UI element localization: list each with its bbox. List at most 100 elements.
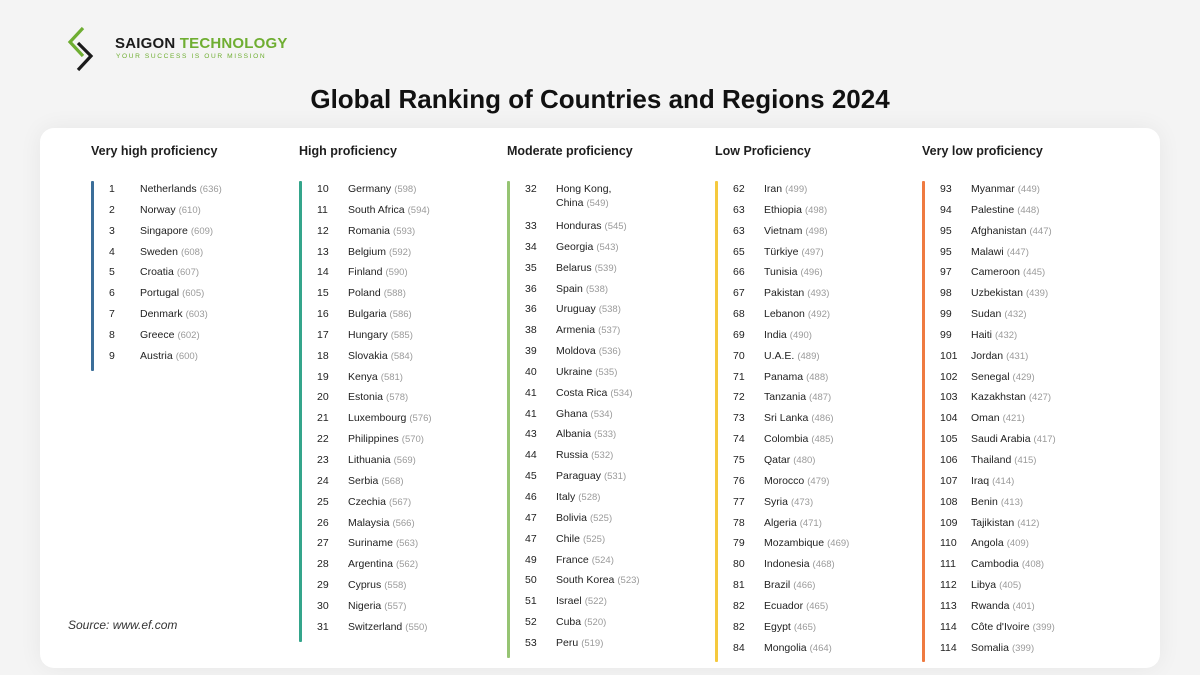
country-name: Belarus [556,261,592,274]
country-name: Syria [764,495,788,508]
ranking-row: 25 Czechia (567) [317,495,499,516]
rank-number: 5 [109,266,115,279]
proficiency-score: (538) [585,283,609,295]
rank-number: 98 [940,287,952,300]
country-name: Cambodia [971,558,1019,571]
country-name: Angola [971,537,1004,550]
proficiency-score: (399) [1011,642,1035,654]
country-name: Mongolia [764,641,807,654]
country-name: Kazakhstan [971,391,1026,404]
proficiency-score: (570) [401,434,424,446]
country-entry: Thailand (415) [971,453,1036,468]
rank-number: 3 [109,224,115,237]
proficiency-score: (465) [806,600,829,612]
country-entry: Kazakhstan (427) [971,390,1051,405]
proficiency-score: (447) [1006,246,1029,258]
brand-logo[interactable]: SAIGON TECHNOLOGY YOUR SUCCESS IS OUR MI… [66,26,288,74]
country-entry: Switzerland (550) [348,620,427,635]
country-entry: Portugal (605) [140,286,204,301]
rank-number: 78 [733,516,745,529]
country-entry: Saudi Arabia (417) [971,432,1056,447]
country-name: Panama [764,370,804,383]
ranking-row: 47 Chile (525) [525,532,707,553]
proficiency-score: (493) [807,288,830,300]
proficiency-score: (421) [1002,413,1025,425]
column-heading: High proficiency [299,144,397,158]
country-entry: Croatia (607) [140,265,199,280]
rank-number: 65 [733,245,745,258]
proficiency-score: (576) [409,413,432,425]
proficiency-score: (578) [386,392,409,404]
country-name: Lithuania [348,453,391,466]
rank-number: 44 [525,449,537,462]
proficiency-score: (525) [589,512,613,524]
rank-number: 21 [317,412,329,425]
country-name: Ukraine [556,365,593,378]
column-list: 62 Iran (499) 63 Ethiopia (498) 63 Vietnam (498)… [715,181,915,663]
country-name: Sudan [971,308,1002,321]
ranking-row: 40 Ukraine (535) [525,365,707,386]
proficiency-score: (534) [610,387,633,399]
country-name: Singapore [140,224,188,237]
proficiency-score: (557) [384,600,407,612]
rank-number: 97 [940,266,952,279]
country-name: Algeria [764,516,797,529]
proficiency-score: (549) [586,198,609,209]
ranking-row: 104 Oman (421) [940,411,1122,432]
rank-number: 111 [940,558,956,571]
ranking-row: 50 South Korea (523) [525,573,707,594]
proficiency-score: (562) [395,559,419,571]
country-entry: Brazil (466) [764,578,815,593]
rank-number: 22 [317,433,329,446]
proficiency-score: (593) [393,225,416,237]
ranking-row: 14 Finland (590) [317,265,499,286]
rank-number: 4 [109,245,115,258]
rank-number: 99 [940,308,952,321]
country-name: Egypt [764,620,791,633]
proficiency-score: (490) [789,329,812,341]
brand-tagline: YOUR SUCCESS IS OUR MISSION [116,53,267,60]
ranking-row: 12 Romania (593) [317,224,499,245]
column-high: High proficiency 10 Germany (598) 11 South A… [299,144,499,642]
proficiency-bar [715,181,718,663]
country-name: Myanmar [971,183,1015,195]
country-entry: France (524) [556,553,614,568]
country-entry: Benin (413) [971,495,1023,510]
country-name: Romania [348,224,391,237]
proficiency-score: (537) [598,325,621,337]
ranking-row: 82 Ecuador (465) [733,599,915,620]
country-name: Greece [140,328,175,341]
proficiency-score: (569) [393,454,416,466]
column-heading: Moderate proficiency [507,144,633,158]
ranking-row: 8 Greece (602) [109,328,291,349]
brand-name: SAIGON TECHNOLOGY [115,35,288,52]
country-entry: Pakistan (493) [764,286,829,301]
country-name: Uruguay [556,303,596,316]
country-entry: Spain (538) [556,282,608,297]
country-name: Norway [140,203,176,216]
country-name: Estonia [348,391,384,404]
rank-number: 63 [733,203,745,216]
rank-number: 69 [733,328,745,341]
ranking-row: 4 Sweden (608) [109,245,291,266]
column-moderate: Moderate proficiency 32 Hong Kong, China (5… [507,144,707,658]
country-entry: Suriname (563) [348,536,418,551]
rank-number: 82 [733,620,745,633]
country-entry: Myanmar (449) [971,182,1040,197]
ranking-card [40,128,1160,668]
rank-number: 19 [317,370,329,383]
proficiency-score: (489) [797,350,820,362]
country-name: Vietnam [764,224,803,237]
proficiency-score: (533) [594,429,617,441]
country-name: Thailand [971,453,1012,466]
ranking-row: 110 Angola (409) [940,536,1122,557]
ranking-row: 41 Costa Rica (534) [525,386,707,407]
proficiency-score: (412) [1017,517,1040,529]
rank-number: 27 [317,537,329,550]
rank-number: 1 [109,183,115,195]
ranking-row: 112 Libya (405) [940,578,1122,599]
country-name: Libya [971,579,997,592]
country-name: Moldova [556,345,596,358]
ranking-row: 20 Estonia (578) [317,390,499,411]
ranking-row: 51 Israel (522) [525,594,707,615]
